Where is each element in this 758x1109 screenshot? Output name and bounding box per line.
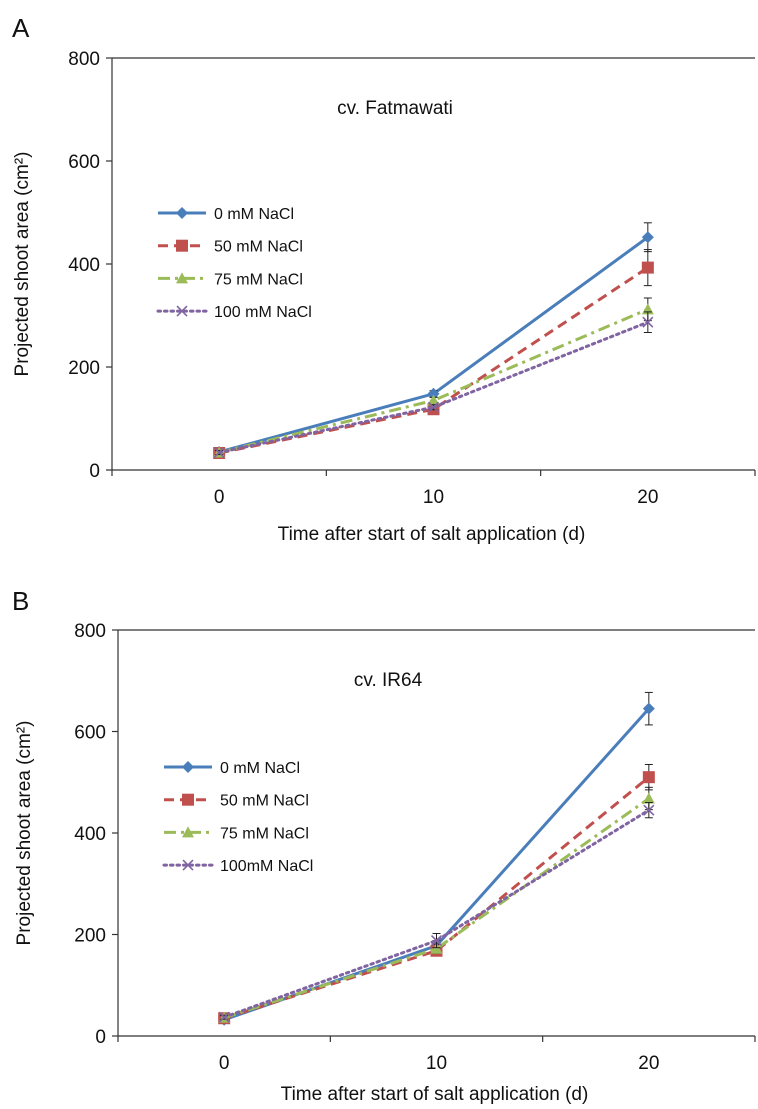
data-point	[427, 387, 440, 400]
data-point	[213, 446, 225, 459]
y-tick-label: 400	[68, 255, 100, 276]
chart-panel-b: B 0 200 400 600 800 0 10 20 Time after start of s…	[12, 586, 756, 1105]
panel-letter: B	[12, 586, 29, 616]
data-point	[430, 935, 443, 947]
data-point	[182, 859, 194, 871]
y-axis-label: Projected shoot area (cm²)	[12, 152, 33, 377]
data-point	[176, 239, 188, 252]
data-point	[642, 316, 654, 328]
data-point	[182, 826, 194, 838]
x-tick-label: 10	[426, 1053, 447, 1074]
legend-label: 0 mM NaCl	[214, 206, 294, 223]
y-axis-label: Projected shoot area (cm²)	[14, 721, 35, 946]
x-axis-label: Time after start of salt application (d)	[278, 524, 586, 545]
data-point	[641, 261, 654, 274]
series-line	[217, 320, 650, 454]
y-tick-label: 400	[74, 824, 106, 845]
data-point	[643, 804, 655, 816]
chart-title: cv. IR64	[354, 670, 423, 691]
data-point	[642, 792, 655, 804]
y-tick-label: 600	[68, 152, 100, 173]
legend-label: 100 mM NaCl	[214, 304, 312, 321]
x-tick-label: 10	[423, 487, 444, 508]
legend-label: 100mM NaCl	[220, 858, 313, 875]
series-line	[222, 808, 651, 1019]
data-point	[641, 231, 654, 244]
legend-label: 50 mM NaCl	[214, 239, 303, 256]
series-line	[218, 307, 649, 454]
legend: 0 mM NaCl 50 mM NaCl 75 mM NaCl 100mM NaCl	[162, 760, 313, 875]
series-line	[223, 776, 650, 1020]
y-tick-label: 0	[89, 461, 100, 482]
series-3	[218, 786, 655, 1023]
legend-label: 75 mM NaCl	[214, 271, 303, 288]
series-1	[213, 222, 654, 458]
x-axis-label: Time after start of salt application (d)	[281, 1084, 589, 1105]
x-tick-label: 20	[638, 1053, 659, 1074]
series-line	[218, 236, 649, 454]
chart-title: cv. Fatmawati	[337, 98, 453, 119]
data-point	[427, 401, 440, 413]
y-tick-label: 200	[68, 358, 100, 379]
data-point	[430, 942, 443, 954]
data-point	[176, 207, 188, 219]
panel-letter: A	[12, 13, 30, 43]
series-4	[218, 802, 655, 1023]
data-point	[182, 761, 194, 773]
y-tick-label: 800	[68, 49, 100, 70]
data-point	[427, 394, 440, 406]
data-point	[218, 1011, 230, 1023]
x-tick-label: 0	[219, 1053, 230, 1074]
data-point	[642, 702, 655, 715]
data-point	[176, 272, 188, 284]
legend-label: 0 mM NaCl	[220, 760, 300, 777]
y-tick-label: 0	[95, 1027, 106, 1048]
series-line	[218, 266, 649, 455]
y-tick-label: 600	[74, 723, 106, 744]
y-tick-label: 800	[74, 621, 106, 642]
data-point	[642, 771, 655, 784]
chart-panel-a: A 0 200 400 600 800 0 10 20 Time after start of s…	[12, 13, 756, 545]
series-3	[213, 297, 654, 458]
data-point	[182, 793, 194, 806]
legend: 0 mM NaCl 50 mM NaCl 75 mM NaCl 100 mM NaCl	[156, 206, 312, 321]
legend-label: 75 mM NaCl	[220, 825, 309, 842]
x-tick-label: 20	[637, 487, 658, 508]
data-point	[176, 305, 188, 317]
y-tick-label: 200	[74, 926, 106, 947]
x-tick-label: 0	[214, 487, 225, 508]
series-4	[213, 311, 654, 459]
legend-label: 50 mM NaCl	[220, 793, 309, 810]
